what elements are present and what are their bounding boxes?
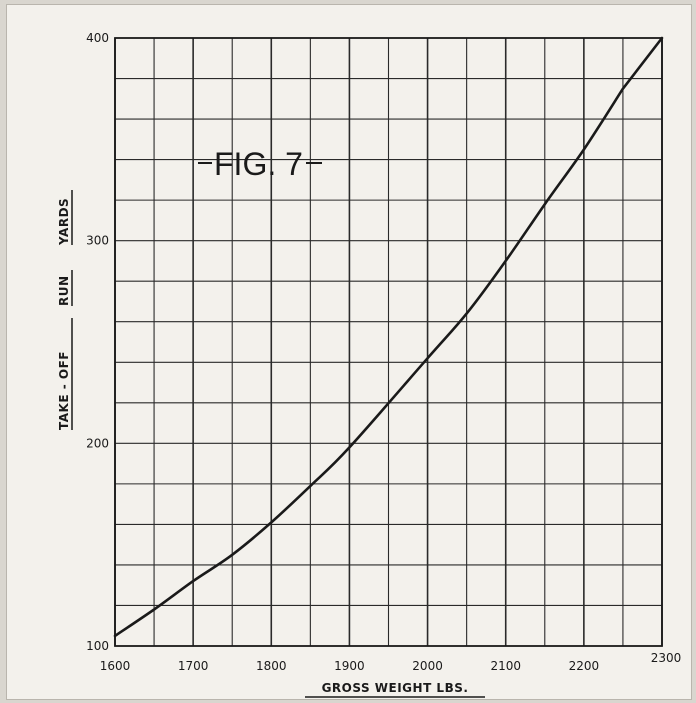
y-tick-label: 100 (86, 639, 109, 653)
series-layer (113, 36, 664, 638)
y-tick-label: 300 (86, 234, 109, 248)
y-tick-label: 400 (86, 31, 109, 45)
x-tick-label: 1600 (100, 659, 131, 673)
plot-frame (114, 37, 663, 647)
y-axis-title-part-1: TAKE - OFF (57, 351, 71, 430)
y-axis-title-part-3: YARDS (57, 198, 71, 246)
x-tick-label: 2300 (651, 651, 682, 665)
y-tick-label: 200 (86, 436, 109, 450)
x-tick-label: 1700 (178, 659, 209, 673)
x-axis-title: GROSS WEIGHT LBS. (322, 681, 469, 695)
x-tick-label: 2000 (412, 659, 443, 673)
x-tick-label: 2100 (490, 659, 521, 673)
x-tick-label: 1900 (334, 659, 365, 673)
fig-label: FIG. 7 (214, 146, 303, 182)
x-tick-label: 2200 (569, 659, 600, 673)
y-axis-title-part-2: RUN (57, 275, 71, 306)
y-axis-title: TAKE - OFF RUN YARDS (57, 190, 73, 430)
tick-labels: 1600 1700 1800 1900 2000 2100 2200 2300 100 200 30… (86, 31, 681, 673)
x-tick-label: 1800 (256, 659, 287, 673)
series-line (113, 36, 664, 638)
grid (114, 37, 663, 647)
